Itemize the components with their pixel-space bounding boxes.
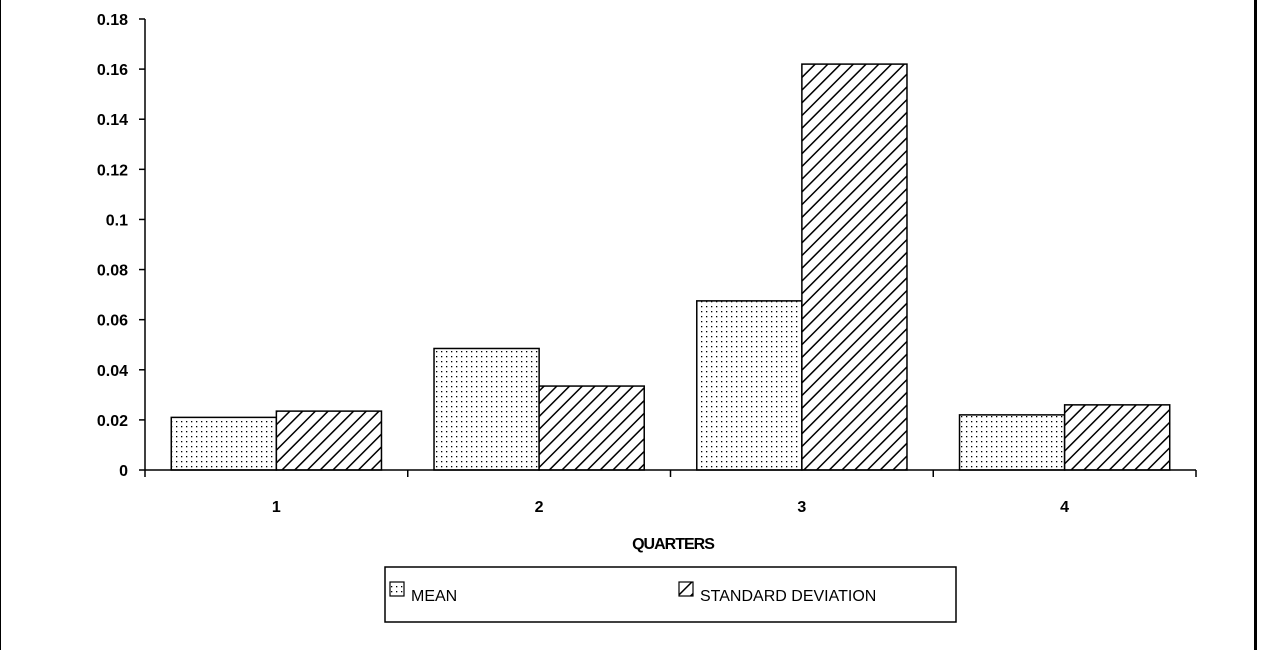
- y-tick-label: 0.08: [97, 263, 128, 280]
- y-tick-label: 0.12: [97, 162, 128, 179]
- x-axis-ticks: 1 2 3 4: [272, 499, 1069, 516]
- legend: MEAN STANDARD DEVIATION: [384, 566, 957, 623]
- bar-mean-q4: [958, 414, 1066, 471]
- y-axis-ticks: 0 0.02 0.04 0.06 0.08 0.1 0.12 0.14 0.16 0.18: [97, 12, 128, 480]
- axes: [139, 18, 1197, 477]
- x-tick-label: 1: [272, 499, 281, 516]
- bar-std-dev-q3: [801, 63, 908, 471]
- y-tick-label: 0.06: [97, 313, 128, 330]
- bar-std-dev-q1: [275, 410, 383, 471]
- y-tick-label: 0.02: [97, 413, 128, 430]
- legend-item-mean-swatch: [389, 581, 405, 597]
- y-tick-label: 0.1: [106, 212, 128, 229]
- y-tick-label: 0.16: [97, 62, 128, 79]
- legend-item-std-dev-label: STANDARD DEVIATION: [700, 588, 876, 605]
- bars: [170, 63, 1171, 471]
- y-tick-label: 0.18: [97, 12, 128, 29]
- x-tick-label: 3: [797, 499, 806, 516]
- bar-mean-q3: [696, 300, 803, 471]
- legend-item-std-dev-swatch: [678, 581, 694, 597]
- bar-std-dev-q2: [538, 385, 645, 471]
- bar-mean-q1: [170, 416, 278, 471]
- x-tick-label: 2: [535, 499, 544, 516]
- x-tick-label: 4: [1060, 499, 1069, 516]
- bar-std-dev-q4: [1063, 404, 1171, 471]
- y-tick-label: 0.04: [97, 363, 128, 380]
- legend-box: [384, 566, 957, 623]
- y-tick-label: 0: [119, 463, 128, 480]
- x-axis-title: QUARTERS: [632, 536, 715, 553]
- bar-mean-q2: [433, 347, 540, 471]
- y-tick-label: 0.14: [97, 112, 128, 129]
- legend-item-mean-label: MEAN: [411, 588, 457, 605]
